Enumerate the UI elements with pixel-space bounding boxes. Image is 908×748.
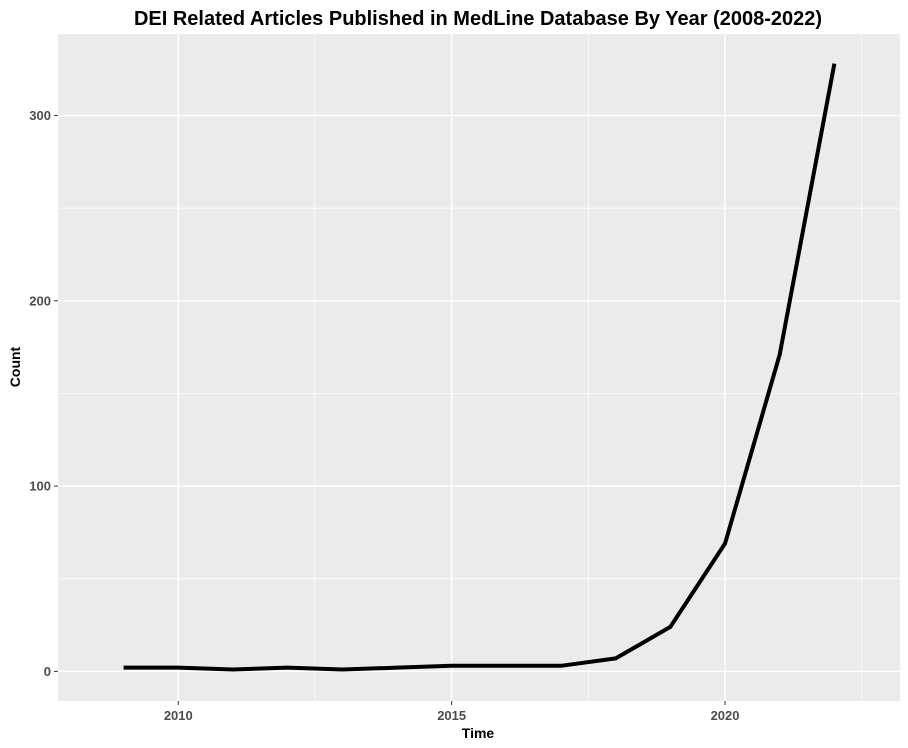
chart-title: DEI Related Articles Published in MedLin… (134, 8, 822, 30)
x-tick-label: 2015 (437, 708, 466, 723)
y-tick-label: 200 (29, 293, 51, 308)
data-points (123, 63, 835, 670)
plot-panel (58, 34, 900, 701)
y-axis-title: Count (7, 346, 23, 387)
y-tick-label: 300 (29, 108, 51, 123)
major-gridlines (58, 34, 900, 701)
x-tick-label: 2020 (711, 708, 740, 723)
y-tick-label: 0 (44, 664, 51, 679)
x-tick-label: 2010 (164, 708, 193, 723)
x-axis-title: Time (462, 725, 495, 741)
y-tick-label: 100 (29, 479, 51, 494)
y-axis-ticks: 0 100 200 300 (29, 108, 58, 679)
minor-gridlines (58, 34, 900, 701)
x-axis-ticks: 2010 2015 2020 (164, 701, 740, 723)
series-line (123, 63, 837, 672)
